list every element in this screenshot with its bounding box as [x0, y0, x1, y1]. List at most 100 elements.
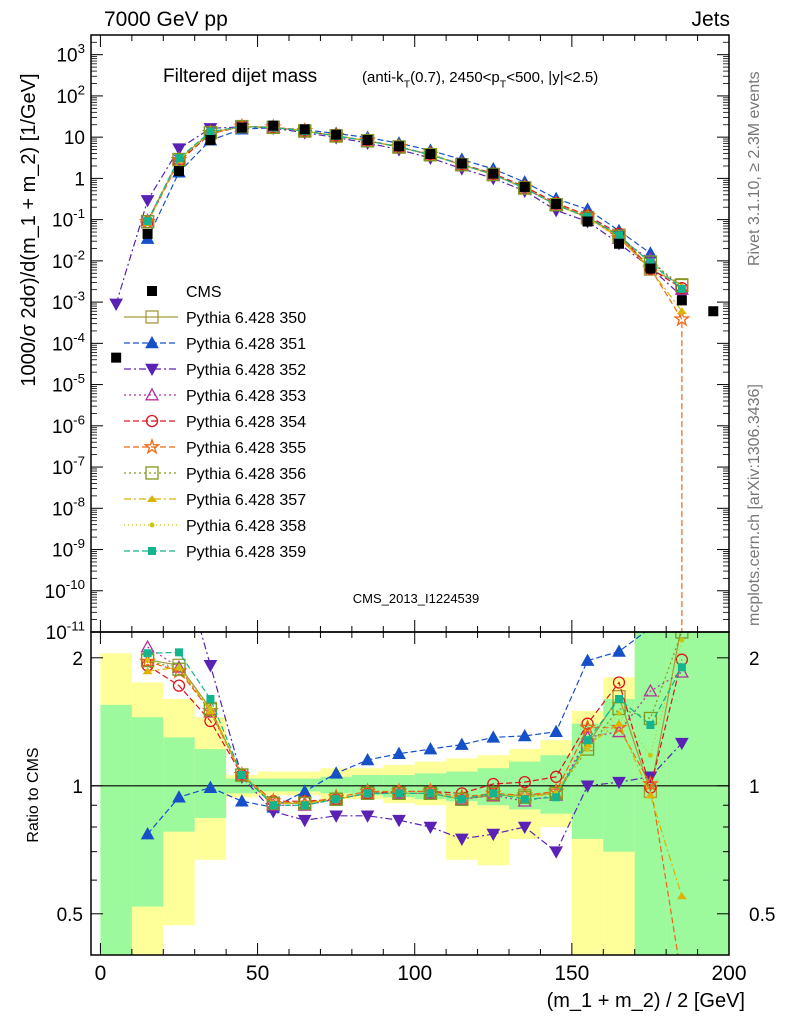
ratio-tick-label-right: 2	[749, 649, 760, 670]
data-point	[268, 120, 279, 131]
ratio-point	[455, 737, 469, 750]
ratio-point	[426, 789, 435, 798]
ratio-point	[646, 720, 655, 729]
y-axis-label: 1000/σ 2dσ)/d(m_1 + m_2) [1/GeV]	[18, 73, 40, 386]
ratio-point	[297, 814, 312, 828]
chart-title: Filtered dijet mass	[163, 66, 317, 87]
legend-label: Pythia 6.428 358	[186, 518, 306, 535]
ratio-point	[486, 730, 501, 743]
x-tick-label: 0	[95, 962, 107, 985]
data-point	[645, 263, 656, 274]
ratio-point	[360, 752, 375, 766]
ratio-point	[360, 810, 375, 823]
y-tick-label: 10-8	[52, 495, 85, 521]
y-tick-label: 103	[56, 41, 85, 67]
ratio-point	[675, 737, 689, 751]
ratio-point	[552, 793, 561, 802]
ratio-point	[332, 795, 341, 804]
ratio-point	[612, 676, 626, 689]
band-inner-bin	[666, 632, 698, 955]
legend-label: Pythia 6.428 357	[186, 492, 306, 509]
series-point	[673, 310, 691, 327]
ratio-point	[395, 789, 403, 798]
ratio-point	[674, 664, 689, 678]
series-line	[147, 126, 683, 290]
series-point	[172, 143, 186, 156]
series-point	[206, 127, 215, 136]
x-ticks	[99, 35, 730, 955]
x-tick-label: 150	[554, 962, 589, 985]
legend-marker	[145, 466, 159, 480]
data-point	[205, 135, 216, 146]
main-y-ticks	[91, 34, 729, 633]
data-point	[236, 122, 247, 133]
ratio-point	[139, 652, 157, 669]
ratio-tick-label-left: 0.5	[57, 905, 83, 926]
data-point	[394, 141, 404, 152]
ratio-point	[677, 663, 686, 672]
ratio-point	[423, 742, 438, 755]
analysis-watermark: CMS_2013_I1224539	[353, 591, 480, 606]
ratio-point	[457, 795, 466, 804]
data-point	[362, 135, 373, 146]
series-point	[172, 153, 186, 167]
ratio-panel-series	[139, 632, 689, 955]
ratio-point	[329, 792, 343, 806]
legend-label: Pythia 6.428 359	[186, 544, 306, 561]
series-point	[360, 134, 375, 148]
ratio-point	[486, 786, 500, 800]
series-point	[140, 195, 155, 208]
y-tick-label: 10-1	[52, 206, 85, 232]
ratio-point	[645, 791, 656, 799]
series-point	[676, 307, 687, 315]
ratio-point	[392, 746, 406, 759]
x-tick-label: 200	[711, 962, 746, 985]
series-point	[175, 154, 183, 163]
band-inner-bin	[131, 717, 164, 907]
ratio-point	[641, 775, 659, 792]
ratio-pythia-6.428-352	[200, 632, 689, 859]
ratio-point	[237, 771, 246, 780]
y-tick-label: 10-9	[52, 536, 85, 562]
y-tick-label: 10-6	[52, 412, 85, 438]
series-pythia-6.428-358	[145, 124, 685, 289]
ratio-tick-label-right: 0.5	[749, 905, 775, 926]
ratio-point	[579, 718, 597, 735]
y-tick-label: 10-4	[52, 330, 85, 356]
ratio-point	[171, 659, 187, 673]
legend-label: Pythia 6.428 351	[186, 336, 306, 353]
ratio-point	[676, 892, 687, 900]
ratio-uncertainty-bands	[100, 632, 729, 955]
ratio-point	[679, 637, 685, 643]
ratio-pythia-6.428-359	[143, 648, 686, 810]
data-point	[456, 158, 467, 169]
data-point	[299, 124, 310, 135]
ratio-point	[549, 770, 563, 783]
ratio-pythia-6.428-351	[140, 632, 647, 840]
ratio-point	[549, 724, 563, 738]
series-point	[423, 148, 438, 162]
chart-subtitle: (anti-kT(0.7), 2450<pT<500, |y|<2.5)	[362, 69, 598, 90]
ratio-line	[147, 632, 647, 835]
ratio-axis-label: Ratio to CMS	[25, 747, 42, 842]
x-tick-label: 50	[246, 962, 269, 985]
ratio-point	[203, 660, 218, 673]
series-point	[143, 217, 152, 226]
ratio-y-ticks	[91, 657, 729, 915]
series-point	[486, 167, 500, 182]
ratio-point	[615, 695, 623, 704]
ratio-point	[520, 795, 529, 804]
ratio-point	[176, 664, 182, 670]
legend-marker	[145, 363, 159, 377]
y-tick-label: 10-5	[52, 371, 85, 397]
series-pythia-6.428-359	[143, 122, 686, 293]
data-point	[488, 168, 499, 179]
main-panel-series	[109, 117, 691, 632]
y-tick-label: 102	[56, 82, 85, 108]
series-point	[109, 298, 123, 312]
series-point	[549, 198, 563, 212]
band-inner-bin	[697, 632, 729, 955]
legend-label: Pythia 6.428 355	[186, 440, 306, 457]
ratio-point	[643, 683, 658, 697]
data-point	[519, 181, 530, 192]
